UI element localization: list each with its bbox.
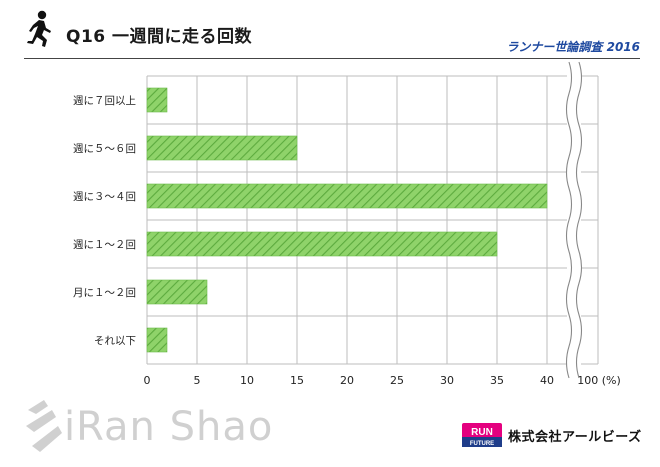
axis-break-line <box>565 61 573 379</box>
header: Q16 一週間に走る回数 ランナー世論調査 2016 <box>0 0 660 62</box>
run-future-logo-icon: RUN FUTURE <box>462 423 502 447</box>
category-label: 週に７回以上 <box>73 95 136 107</box>
watermark-text: iRan Shao <box>64 404 274 450</box>
bar <box>146 87 168 113</box>
company-name: 株式会社アールビーズ <box>508 430 642 445</box>
iranshao-logo-icon <box>26 400 62 452</box>
bar <box>146 183 548 209</box>
bar <box>146 231 498 257</box>
axis-break-line <box>575 61 583 379</box>
x-tick-label: 40 <box>540 374 554 387</box>
x-tick-label: 5 <box>194 374 201 387</box>
page-title: Q16 一週間に走る回数 <box>66 27 253 47</box>
x-tick-labels: 0 5 10 15 20 25 30 35 40 100 (%) <box>144 374 621 387</box>
logo-line1: RUN <box>471 427 493 438</box>
logo-line2: FUTURE <box>470 441 494 447</box>
x-tick-label: 100 (%) <box>577 374 621 387</box>
bar <box>146 279 208 305</box>
x-tick-label: 10 <box>240 374 254 387</box>
category-label: 月に１～２回 <box>73 287 136 299</box>
chart-bars <box>146 87 548 353</box>
runner-icon <box>27 10 51 47</box>
category-label: 週に５～６回 <box>73 143 136 155</box>
header-divider <box>24 58 640 59</box>
category-label: 週に１～２回 <box>73 239 136 251</box>
category-label: それ以下 <box>94 335 136 347</box>
axis-break-gap <box>567 64 581 376</box>
x-tick-label: 30 <box>440 374 454 387</box>
x-tick-label: 25 <box>390 374 404 387</box>
chart-grid <box>146 75 599 365</box>
x-tick-label: 15 <box>290 374 304 387</box>
axis-break-mark <box>565 61 583 379</box>
x-tick-label: 35 <box>490 374 504 387</box>
x-tick-label: 0 <box>144 374 151 387</box>
bar <box>146 135 298 161</box>
x-tick-label: 20 <box>340 374 354 387</box>
bar <box>146 327 168 353</box>
category-label: 週に３～４回 <box>73 191 136 203</box>
survey-label: ランナー世論調査 2016 <box>506 40 640 54</box>
